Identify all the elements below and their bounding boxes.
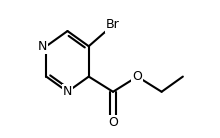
Text: N: N (63, 85, 72, 98)
Text: O: O (108, 116, 118, 129)
Text: O: O (132, 70, 142, 83)
Text: Br: Br (106, 18, 120, 31)
Text: N: N (38, 40, 47, 53)
